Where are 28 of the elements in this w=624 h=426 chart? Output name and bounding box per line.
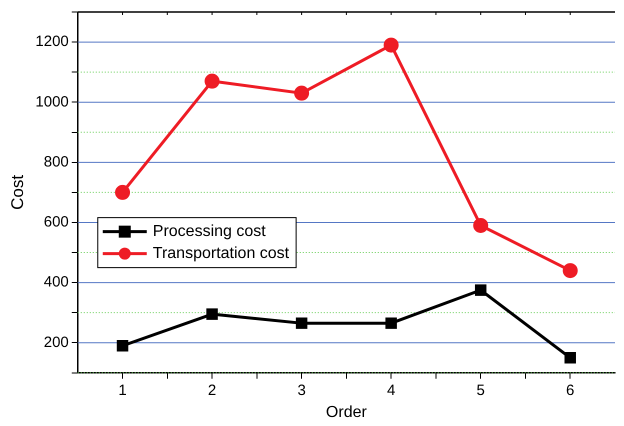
- legend-label: Transportation cost: [152, 245, 290, 262]
- y-tick-label: 600: [44, 214, 69, 231]
- x-tick-label: 5: [476, 382, 485, 399]
- point: [115, 184, 130, 200]
- point: [562, 263, 578, 278]
- legend-label: Processing cost: [152, 223, 266, 240]
- x-tick-label: 6: [566, 382, 574, 399]
- y-tick-label: 200: [44, 334, 69, 351]
- x-tick-label: 1: [118, 382, 127, 399]
- point: [204, 74, 220, 89]
- point: [564, 352, 576, 364]
- y-tick-label: 800: [44, 153, 69, 170]
- point: [385, 317, 397, 329]
- point: [473, 218, 488, 233]
- x-axis-title: Order: [326, 404, 368, 421]
- point: [206, 308, 218, 320]
- x-tick-label: 3: [297, 382, 306, 399]
- point: [116, 340, 128, 352]
- point: [474, 284, 486, 296]
- point: [296, 317, 308, 329]
- point: [294, 86, 310, 101]
- y-axis-title: Cost: [8, 174, 27, 210]
- point: [384, 38, 399, 53]
- y-tick-label: 1200: [35, 33, 69, 50]
- y-tick-label: 1000: [35, 93, 69, 110]
- x-tick-label: 2: [208, 382, 216, 399]
- y-tick-label: 400: [44, 274, 69, 291]
- x-tick-label: 4: [386, 382, 396, 399]
